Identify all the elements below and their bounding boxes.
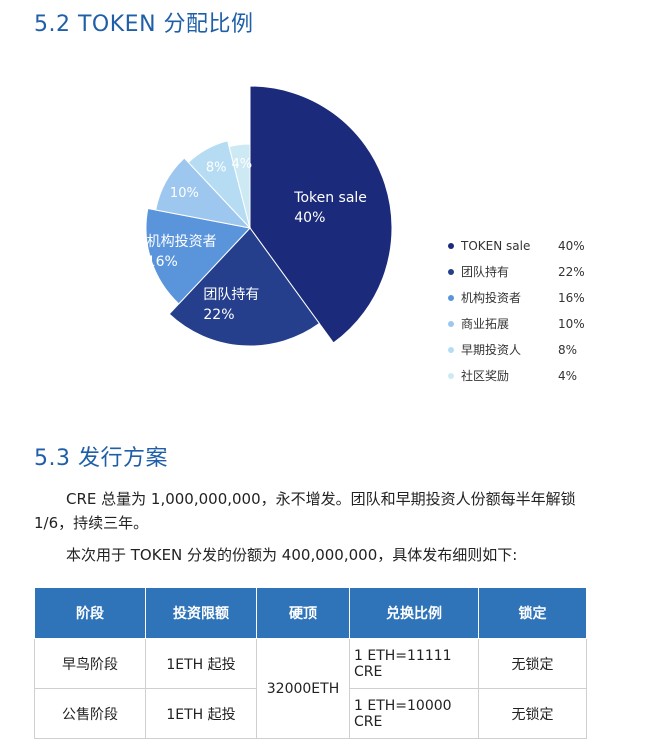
cell-stage: 早鸟阶段 — [34, 638, 146, 689]
table-header-row: 阶段 投资限额 硬顶 兑换比例 锁定 — [34, 588, 587, 639]
slice-value-label: 16% — [147, 254, 178, 270]
legend-swatch — [448, 347, 454, 353]
issuance-plan-table: 阶段 投资限额 硬顶 兑换比例 锁定 早鸟阶段 1ETH 起投 32000ETH… — [34, 588, 587, 739]
cell-lock: 无锁定 — [478, 638, 587, 689]
legend-label: 早期投资人 — [461, 343, 522, 357]
legend-swatch — [448, 321, 454, 327]
column-header-hardcap: 硬顶 — [256, 588, 350, 639]
cell-limit: 1ETH 起投 — [145, 688, 257, 739]
legend-swatch — [448, 373, 454, 379]
cell-hardcap: 32000ETH — [256, 638, 350, 739]
legend-item: 团队持有 22% — [448, 264, 598, 290]
legend-value: 10% — [558, 317, 585, 331]
cell-limit: 1ETH 起投 — [145, 638, 257, 689]
pie-slice-3 — [155, 157, 252, 229]
slice-value-label: 4% — [231, 157, 252, 172]
cell-lock: 无锁定 — [478, 688, 587, 739]
legend-label: 机构投资者 — [461, 291, 522, 305]
paragraph-total-supply: CRE 总量为 1,000,000,000，永不增发。团队和早期投资人份额每半年… — [34, 490, 576, 532]
legend-label: 商业拓展 — [461, 317, 510, 331]
slice-name-label: 团队持有 — [203, 287, 259, 303]
pie-slice-1 — [168, 227, 321, 347]
legend-swatch — [448, 295, 454, 301]
legend-value: 40% — [558, 239, 585, 253]
legend-value: 22% — [558, 265, 585, 279]
slice-value-label: 40% — [294, 210, 325, 226]
section-title-issuance-plan: 5.3 发行方案 — [34, 446, 168, 471]
slice-value-label: 10% — [170, 186, 199, 201]
legend-value: 16% — [558, 291, 585, 305]
section-title-token-allocation: 5.2 TOKEN 分配比例 — [34, 12, 254, 37]
pie-slice-5 — [228, 143, 251, 229]
column-header-ratio: 兑换比例 — [349, 588, 479, 639]
legend-item: 早期投资人 8% — [448, 342, 598, 368]
legend-label: TOKEN sale — [461, 239, 531, 253]
legend-swatch — [448, 243, 454, 249]
column-header-stage: 阶段 — [34, 588, 146, 639]
pie-slice-2 — [145, 207, 251, 305]
pie-slice-4 — [187, 140, 251, 229]
legend-value: 4% — [558, 369, 578, 383]
legend-item: TOKEN sale 40% — [448, 238, 598, 264]
table-row: 早鸟阶段 1ETH 起投 32000ETH 1 ETH=11111 CRE 无锁… — [34, 638, 587, 739]
column-header-lock: 锁定 — [478, 588, 587, 639]
cell-stage: 公售阶段 — [34, 688, 146, 739]
pie-slice-0 — [249, 85, 393, 344]
legend-label: 社区奖励 — [461, 369, 510, 383]
column-header-limit: 投资限额 — [145, 588, 257, 639]
slice-name-label: Token sale — [293, 190, 367, 206]
token-allocation-pie-chart: Token sale 40% 团队持有 22% 机构投资者 16% 10% 8% 4% — [145, 85, 393, 347]
legend-label: 团队持有 — [461, 265, 510, 279]
legend-value: 8% — [558, 343, 578, 357]
cell-ratio: 1 ETH=11111 CRE — [349, 638, 479, 689]
legend-item: 社区奖励 4% — [448, 368, 598, 394]
slice-value-label: 22% — [203, 307, 234, 323]
slice-name-label: 机构投资者 — [147, 234, 217, 250]
legend-item: 商业拓展 10% — [448, 316, 598, 342]
pie-legend: TOKEN sale 40% 团队持有 22% 机构投资者 16% 商业拓展 1… — [448, 238, 598, 394]
paragraph-distribution-share: 本次用于 TOKEN 分发的份额为 400,000,000，具体发布细则如下: — [66, 546, 518, 564]
legend-item: 机构投资者 16% — [448, 290, 598, 316]
cell-ratio: 1 ETH=10000 CRE — [349, 688, 479, 739]
slice-value-label: 8% — [206, 160, 227, 175]
legend-swatch — [448, 269, 454, 275]
